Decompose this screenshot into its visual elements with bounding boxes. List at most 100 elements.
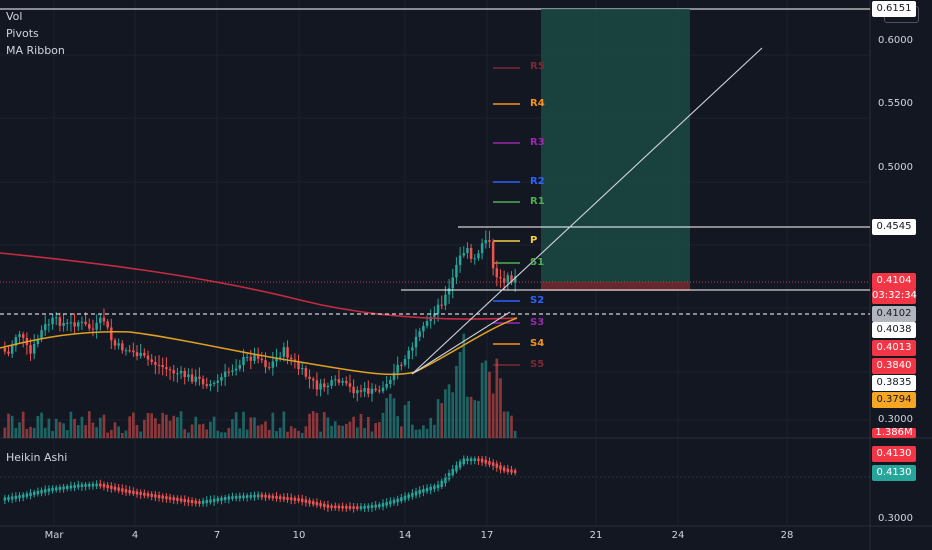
ha-candle — [363, 505, 366, 509]
ha-candle — [32, 491, 36, 496]
volume-bar — [201, 423, 205, 438]
volume-bar — [161, 412, 165, 438]
ha-candle — [220, 497, 223, 501]
volume-bar — [32, 427, 36, 438]
ma-ribbon-legend[interactable]: MA Ribbon — [6, 44, 65, 57]
candle-body — [370, 388, 374, 394]
candle-body — [69, 322, 73, 324]
ha-candle — [422, 488, 425, 493]
ha-candle — [183, 498, 186, 502]
ha-candle — [194, 500, 197, 504]
volume-bar — [267, 429, 271, 438]
ha-candle — [139, 491, 142, 496]
ha-candle — [264, 494, 267, 498]
volume-bar — [385, 398, 388, 438]
candle-body — [407, 350, 410, 359]
volume-bar — [128, 416, 131, 438]
ha-candle — [385, 501, 388, 506]
candle-body — [168, 369, 172, 371]
volume-bar — [455, 365, 458, 438]
volume-bar — [25, 428, 29, 438]
ha-candle — [66, 485, 69, 489]
candle-body — [253, 354, 256, 361]
ha-candle — [323, 503, 326, 508]
ha-candle — [480, 458, 484, 463]
volume-bar — [499, 378, 502, 438]
ha-candle — [201, 500, 205, 504]
price-axis-label: 0.5000 — [878, 162, 913, 173]
ha-candle — [55, 487, 58, 491]
candle-body — [121, 343, 124, 351]
candle-body — [7, 351, 10, 354]
volume-bar — [102, 414, 106, 438]
volume-bar — [396, 416, 400, 438]
ha-candle — [319, 502, 322, 507]
candle-body — [10, 345, 14, 354]
volume-bar — [370, 431, 374, 438]
ha-candle — [121, 488, 124, 492]
ha-candle — [444, 476, 447, 484]
line-price-tag: 0.6151 — [872, 1, 916, 17]
ha-candle — [300, 498, 304, 502]
volume-bar — [333, 421, 337, 438]
ha-candle — [253, 494, 256, 498]
ha-candle — [389, 500, 392, 505]
volume-bar — [352, 416, 355, 438]
ha-candle — [132, 490, 135, 494]
ha-candle — [117, 487, 120, 491]
candle-body — [73, 322, 76, 327]
candle-body — [378, 390, 381, 392]
volume-bar — [363, 428, 366, 438]
volume-bar — [436, 399, 440, 438]
heikin-ashi-legend[interactable]: Heikin Ashi — [6, 451, 68, 464]
ha-candle — [334, 505, 337, 509]
volume-bar — [429, 417, 433, 438]
ha-candle — [447, 472, 451, 480]
line-price-tag: 0.4038 — [872, 322, 916, 338]
candle-body — [234, 368, 238, 371]
volume-bar — [513, 430, 517, 438]
ha-candle — [381, 503, 385, 507]
volume-bar — [95, 427, 98, 438]
line-price-tag: 0.3835 — [872, 375, 916, 391]
countdown-tag: 03:32:34 — [872, 288, 917, 304]
volume-bar — [194, 416, 198, 438]
vol-legend[interactable]: Vol — [6, 10, 23, 23]
candle-body — [231, 370, 234, 372]
candle-body — [124, 350, 128, 352]
stop-zone — [541, 282, 690, 291]
ha-candle — [223, 497, 227, 501]
volume-bar — [29, 426, 32, 438]
candle-body — [352, 386, 355, 394]
pivots-legend[interactable]: Pivots — [6, 27, 39, 40]
volume-bar — [256, 425, 260, 438]
candle-body — [447, 288, 451, 295]
volume-bar — [359, 413, 363, 438]
candle-body — [499, 277, 502, 279]
ha-candle — [491, 462, 495, 466]
volume-bar — [198, 424, 201, 438]
ha-candle — [367, 505, 370, 509]
pivot-label-s2: S2 — [530, 295, 545, 306]
candle-body — [300, 368, 304, 370]
ha-candle — [238, 495, 242, 499]
volume-bar — [190, 424, 194, 438]
volume-bar — [289, 426, 293, 438]
candle-body — [187, 374, 190, 377]
candle-body — [334, 379, 337, 381]
candle-body — [154, 361, 157, 365]
price-axis-label: 0.5500 — [878, 98, 913, 109]
volume-bar — [304, 426, 308, 438]
volume-bar — [377, 422, 381, 438]
candle-body — [502, 278, 506, 283]
candle-body — [62, 322, 65, 326]
candle-body — [414, 336, 418, 348]
ha-candle — [267, 495, 271, 499]
candle-body — [99, 317, 102, 323]
ha-candle — [58, 486, 62, 490]
date-label: 4 — [131, 530, 139, 541]
volume-bar — [495, 358, 499, 438]
candle-body — [510, 275, 513, 283]
